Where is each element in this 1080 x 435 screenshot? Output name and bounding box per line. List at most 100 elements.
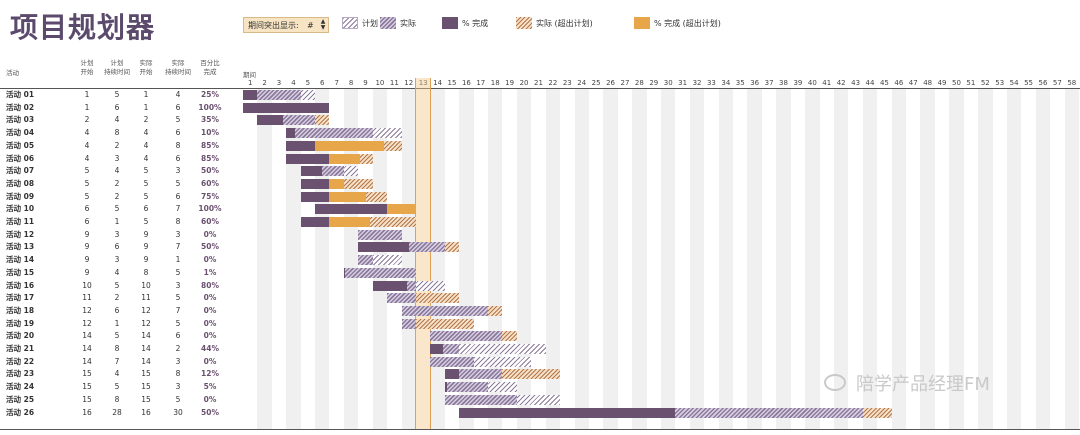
table-row[interactable]: 活动 06 4 3 4 6 85% bbox=[0, 153, 1080, 165]
table-row[interactable]: 活动 19 12 1 12 5 0% bbox=[0, 318, 1080, 330]
plan-start: 5 bbox=[84, 191, 90, 201]
plan-start: 9 bbox=[84, 267, 90, 277]
period-highlight-control[interactable]: 期间突出显示: # ▲ ▼ bbox=[243, 17, 329, 33]
table-row[interactable]: 活动 13 9 6 9 7 50% bbox=[0, 241, 1080, 253]
table-row[interactable]: 活动 25 15 8 15 5 0% bbox=[0, 394, 1080, 406]
plan-duration: 6 bbox=[114, 242, 120, 252]
plan-start: 4 bbox=[84, 153, 90, 163]
table-row[interactable]: 活动 15 9 4 8 5 1% bbox=[0, 267, 1080, 279]
period-number: 34 bbox=[721, 79, 731, 87]
actual-start: 4 bbox=[143, 128, 149, 138]
plan-duration: 2 bbox=[114, 191, 120, 201]
header-plan-start-line1: 计划 bbox=[80, 59, 94, 67]
actual-start: 1 bbox=[143, 102, 149, 112]
actual-swatch-icon bbox=[380, 17, 396, 29]
period-number: 32 bbox=[692, 79, 702, 87]
activity-name: 活动 05 bbox=[6, 140, 35, 150]
period-number: 4 bbox=[291, 79, 296, 87]
plan-start: 4 bbox=[84, 128, 90, 138]
actual-start: 5 bbox=[143, 217, 149, 226]
period-number: 39 bbox=[793, 79, 803, 87]
actual-start: 15 bbox=[141, 382, 151, 392]
complete-bar bbox=[243, 90, 258, 100]
percent-complete: 100% bbox=[198, 204, 222, 214]
activity-name: 活动 25 bbox=[6, 394, 35, 404]
grid-column bbox=[286, 89, 301, 430]
table-row[interactable]: 活动 09 5 2 5 6 75% bbox=[0, 191, 1080, 203]
legend-plan-label: 计划 bbox=[362, 19, 378, 28]
actual-duration: 3 bbox=[175, 280, 181, 290]
plan-duration: 7 bbox=[114, 356, 120, 366]
period-number: 52 bbox=[980, 79, 990, 87]
table-row[interactable]: 活动 03 2 4 2 5 35% bbox=[0, 114, 1080, 126]
plan-start: 14 bbox=[82, 356, 92, 366]
footer-divider bbox=[0, 429, 1080, 430]
actual-beyond-bar bbox=[862, 407, 892, 418]
header-plan-duration-line1: 计划 bbox=[110, 59, 124, 67]
period-number: 29 bbox=[649, 79, 659, 87]
table-row[interactable]: 活动 10 6 5 6 7 100% bbox=[0, 203, 1080, 215]
table-row[interactable]: 活动 04 4 8 4 6 10% bbox=[0, 127, 1080, 139]
period-number: 50 bbox=[952, 79, 961, 87]
activity-name: 活动 04 bbox=[6, 128, 35, 138]
period-number: 6 bbox=[320, 79, 325, 87]
complete-bar bbox=[286, 128, 295, 139]
table-row[interactable]: 活动 12 9 3 9 3 0% bbox=[0, 229, 1080, 241]
plan-start: 1 bbox=[84, 90, 90, 99]
percent-complete: 80% bbox=[201, 280, 219, 290]
table-row[interactable]: 活动 17 11 2 11 5 0% bbox=[0, 292, 1080, 304]
table-row[interactable]: 活动 21 14 8 14 2 44% bbox=[0, 343, 1080, 355]
table-row[interactable]: 活动 26 16 28 16 30 50% bbox=[0, 407, 1080, 419]
grid-column bbox=[805, 89, 820, 430]
table-row[interactable]: 活动 18 12 6 12 7 0% bbox=[0, 305, 1080, 317]
actual-bar bbox=[430, 331, 503, 342]
percent-complete: 50% bbox=[201, 242, 219, 252]
table-row[interactable]: 活动 11 6 1 5 8 60% bbox=[0, 216, 1080, 228]
actual-duration: 3 bbox=[175, 382, 181, 392]
table-row[interactable]: 活动 05 4 2 4 8 85% bbox=[0, 140, 1080, 152]
plan-duration: 4 bbox=[114, 166, 120, 176]
table-row[interactable]: 活动 07 5 4 5 3 50% bbox=[0, 165, 1080, 177]
complete-bar bbox=[444, 369, 459, 380]
period-number: 53 bbox=[995, 79, 1005, 87]
plan-duration: 5 bbox=[114, 382, 120, 392]
actual-beyond-bar bbox=[502, 331, 517, 342]
table-row[interactable]: 活动 24 15 5 15 3 5% bbox=[0, 381, 1080, 393]
plan-duration: 8 bbox=[114, 394, 120, 404]
actual-start: 11 bbox=[141, 293, 151, 303]
actual-bar bbox=[358, 255, 373, 266]
actual-start: 12 bbox=[141, 305, 151, 315]
percent-complete: 44% bbox=[201, 344, 219, 353]
activity-name: 活动 14 bbox=[6, 255, 35, 265]
percent-complete: 60% bbox=[201, 217, 219, 226]
percent-complete: 10% bbox=[201, 128, 219, 138]
activity-name: 活动 01 bbox=[6, 90, 35, 99]
plan-duration: 28 bbox=[112, 407, 122, 417]
period-highlight-value[interactable]: # bbox=[307, 21, 314, 30]
table-row[interactable]: 活动 16 10 5 10 3 80% bbox=[0, 280, 1080, 292]
actual-bar bbox=[343, 267, 416, 278]
actual-start: 2 bbox=[143, 115, 149, 125]
activity-name: 活动 11 bbox=[6, 217, 35, 226]
actual-beyond-bar bbox=[444, 242, 460, 253]
period-number: 7 bbox=[334, 79, 339, 87]
table-row[interactable]: 活动 14 9 3 9 1 0% bbox=[0, 254, 1080, 266]
period-number: 22 bbox=[548, 79, 558, 87]
table-row[interactable]: 活动 20 14 5 14 6 0% bbox=[0, 330, 1080, 342]
table-row[interactable]: 活动 22 14 7 14 3 0% bbox=[0, 356, 1080, 368]
plan-bar bbox=[430, 356, 532, 367]
table-row[interactable]: 活动 02 1 6 1 6 100% bbox=[0, 102, 1080, 114]
table-row[interactable]: 活动 01 1 5 1 4 25% bbox=[0, 89, 1080, 101]
grid-column bbox=[862, 89, 878, 430]
activity-name: 活动 10 bbox=[6, 204, 35, 214]
complete-bar bbox=[315, 204, 388, 215]
table-row[interactable]: 活动 08 5 2 5 5 60% bbox=[0, 178, 1080, 190]
period-number: 35 bbox=[735, 79, 745, 87]
plan-duration: 8 bbox=[114, 344, 120, 353]
table-row[interactable]: 活动 23 15 4 15 8 12% bbox=[0, 368, 1080, 380]
activity-name: 活动 24 bbox=[6, 382, 35, 392]
period-number: 9 bbox=[363, 79, 368, 87]
spinner-arrows-icon[interactable]: ▲ ▼ bbox=[320, 18, 326, 31]
actual-start: 15 bbox=[141, 394, 151, 404]
activity-name: 活动 03 bbox=[6, 115, 35, 125]
